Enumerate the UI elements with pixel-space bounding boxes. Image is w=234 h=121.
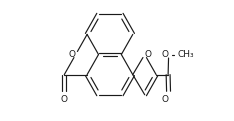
Text: O: O (145, 50, 152, 59)
Text: O: O (162, 95, 169, 104)
Text: O: O (69, 50, 76, 59)
Text: O: O (61, 95, 68, 104)
Text: CH₃: CH₃ (177, 50, 194, 59)
Text: O: O (162, 50, 169, 59)
